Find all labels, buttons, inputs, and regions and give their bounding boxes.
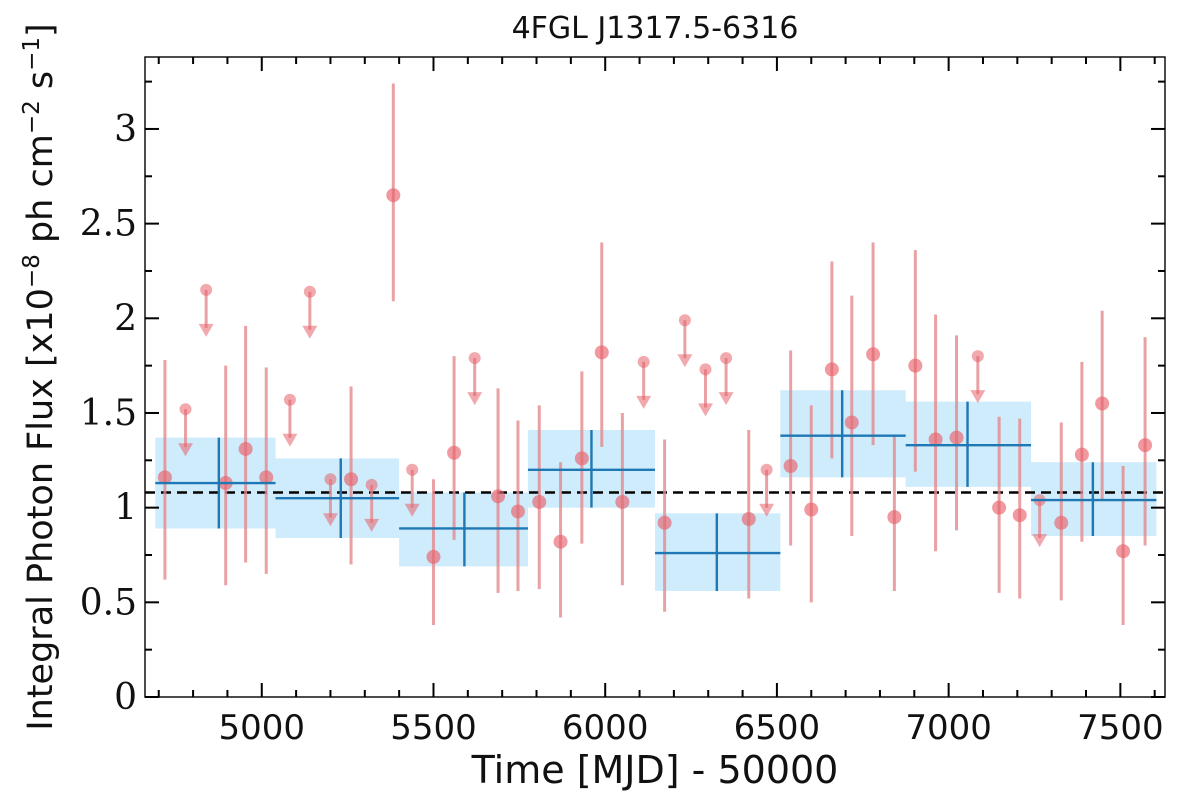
upper-limit-arrow <box>282 433 298 447</box>
upper-limit-marker <box>637 355 650 368</box>
measurement-point <box>1012 508 1027 523</box>
upper-limit-marker <box>678 314 691 327</box>
upper-limit-arrow <box>1032 534 1048 548</box>
chart-title: 4FGL J1317.5-6316 <box>512 11 799 46</box>
upper-limit-marker <box>303 285 316 298</box>
x-tick-label: 5500 <box>390 708 477 748</box>
measurement-point <box>259 470 274 485</box>
x-tick-label: 7500 <box>1077 708 1164 748</box>
upper-limit-marker <box>971 350 984 363</box>
measurement-point <box>553 534 568 549</box>
upper-limit-marker <box>365 478 378 491</box>
upper-limit-arrow <box>759 503 775 517</box>
upper-limit-marker <box>468 352 481 365</box>
y-tick-label: 0 <box>114 677 137 718</box>
y-tick-label: 1 <box>114 488 137 529</box>
binned-flux-layer <box>155 390 1157 591</box>
measurement-point <box>992 500 1007 515</box>
measurement-point <box>594 345 609 360</box>
measurement-point <box>238 441 253 456</box>
upper-limit-arrow <box>302 325 318 339</box>
upper-limit-marker <box>283 393 296 406</box>
upper-limit-arrow <box>178 443 194 457</box>
x-tick-label: 6000 <box>562 708 649 748</box>
measurement-point <box>657 515 672 530</box>
upper-limit-marker <box>720 352 733 365</box>
y-tick-label: 3 <box>114 109 137 150</box>
measurement-point <box>824 362 839 377</box>
axis-ticks: 5000 5500 6000 6500 7000 7500 0 0.5 1 1.5 2 2.5 3 <box>80 57 1165 748</box>
x-tick-label: 7000 <box>905 708 992 748</box>
x-tick-label: 5000 <box>219 708 306 748</box>
y-tick-label: 0.5 <box>80 582 137 623</box>
measurement-point <box>783 458 798 473</box>
upper-limit-marker <box>179 403 192 416</box>
measurement-point <box>426 549 441 564</box>
y-axis-label: Integral Photon Flux [x10−8 ph cm−2 s−1] <box>19 23 61 730</box>
y-tick-label: 1.5 <box>80 393 137 434</box>
measurement-point <box>510 504 525 519</box>
x-tick-label: 6500 <box>734 708 821 748</box>
upper-limit-arrow <box>322 513 338 527</box>
measurement-point <box>532 494 547 509</box>
upper-limit-marker <box>760 463 773 476</box>
upper-limit-arrow <box>636 395 652 409</box>
measurement-point <box>615 494 630 509</box>
measurement-point <box>804 502 819 517</box>
measurement-point <box>386 188 401 203</box>
measurement-point <box>1095 396 1110 411</box>
measurement-point <box>1116 544 1131 559</box>
upper-limit-arrow <box>677 354 693 368</box>
measurement-point <box>866 347 881 362</box>
measurement-point <box>887 510 902 525</box>
measurement-point <box>491 489 506 504</box>
measurement-point <box>908 358 923 373</box>
measurement-point <box>157 470 172 485</box>
upper-limit-arrow <box>467 392 483 406</box>
measurement-point <box>574 451 589 466</box>
plot-frame <box>144 56 1166 698</box>
measurement-point <box>949 430 964 445</box>
upper-limit-arrow <box>718 392 734 406</box>
upper-limit-marker <box>699 363 712 376</box>
measurement-point <box>1054 515 1069 530</box>
measurement-point <box>1074 447 1089 462</box>
upper-limit-marker <box>200 283 213 296</box>
measurement-point <box>447 445 462 460</box>
x-axis-label: Time [MJD] - 50000 <box>471 748 839 792</box>
measurement-point <box>741 512 756 527</box>
measurement-point <box>928 432 943 447</box>
upper-limit-marker <box>324 473 337 486</box>
measurement-point <box>1138 438 1153 453</box>
upper-limit-arrow <box>364 518 380 532</box>
y-tick-label: 2 <box>114 298 137 339</box>
upper-limit-arrow <box>404 503 420 517</box>
measurement-point <box>844 415 859 430</box>
upper-limit-arrow <box>697 403 713 417</box>
y-tick-label: 2.5 <box>80 204 137 245</box>
measurement-point <box>344 472 359 487</box>
upper-limit-arrow <box>970 390 986 404</box>
upper-limit-arrow <box>198 323 214 337</box>
upper-limit-marker <box>406 463 419 476</box>
binned-flux-lines-layer <box>155 390 1157 591</box>
